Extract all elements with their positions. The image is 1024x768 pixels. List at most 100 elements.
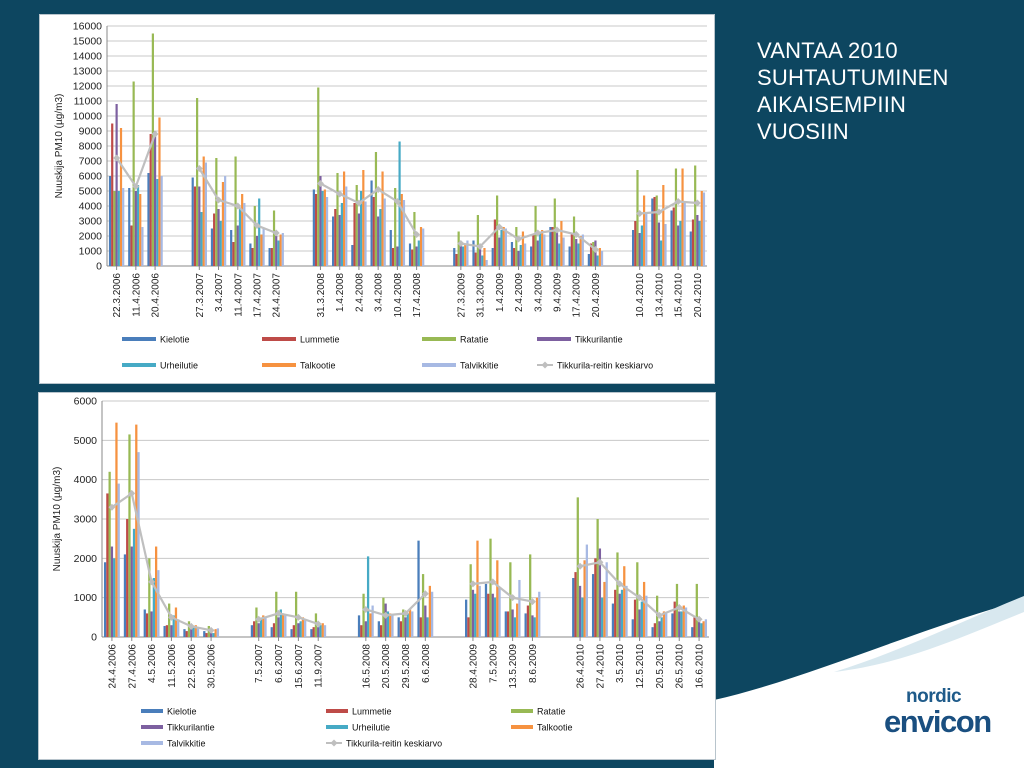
- bar-urheilutie: [279, 609, 282, 637]
- bar-urheilutie: [172, 615, 175, 637]
- bar-kielotie: [524, 613, 527, 637]
- y-tick-label: 2000: [74, 553, 98, 565]
- legend-label: Lummetie: [352, 707, 392, 717]
- bar-lummetie: [570, 234, 573, 266]
- bar-talkootie: [681, 168, 684, 266]
- legend-label: Talkootie: [537, 723, 573, 733]
- bar-kielotie: [377, 621, 380, 637]
- bar-lummetie: [251, 248, 254, 266]
- bar-tikkurilantie: [319, 176, 322, 266]
- bar-ratatie: [255, 607, 258, 637]
- bar-lummetie: [126, 519, 129, 637]
- y-tick-label: 4000: [74, 474, 98, 486]
- bar-lummetie: [253, 621, 256, 637]
- x-tick-label: 6.6.2007: [274, 644, 285, 683]
- bar-talkootie: [541, 230, 544, 266]
- bar-ratatie: [362, 593, 365, 637]
- bar-talkootie: [464, 243, 467, 266]
- title-line-2: SUHTAUTUMINEN: [757, 65, 949, 90]
- bar-ratatie: [572, 216, 576, 266]
- bar-urheilutie: [360, 191, 363, 266]
- bar-lummetie: [493, 219, 497, 266]
- bar-tikkurilantie: [536, 240, 539, 266]
- x-tick-label: 16.5.2008: [361, 644, 372, 689]
- bar-kielotie: [370, 180, 373, 266]
- x-tick-label: 26.4.2010: [576, 644, 587, 689]
- bar-kielotie: [270, 627, 273, 637]
- x-tick-label: 12.5.2010: [635, 644, 646, 689]
- avg-marker: [336, 190, 344, 198]
- bar-talvikkitie: [485, 260, 488, 266]
- bar-talvikkitie: [411, 611, 414, 637]
- bar-talvikkitie: [216, 628, 220, 637]
- bar-kielotie: [491, 248, 494, 266]
- bar-urheilutie: [219, 221, 222, 266]
- bar-tikkurilantie: [594, 240, 597, 266]
- x-tick-label: 8.6.2009: [528, 644, 539, 683]
- avg-line: [111, 491, 212, 632]
- bar-talvikkitie: [581, 234, 584, 266]
- bar-talvikkitie: [402, 200, 406, 266]
- bar-talvikkitie: [117, 483, 120, 637]
- bar-ratatie: [108, 471, 111, 637]
- bar-talkootie: [476, 540, 479, 637]
- bar-lummetie: [672, 207, 675, 266]
- bar-ratatie: [168, 603, 171, 637]
- legend-label: Tikkurilantie: [167, 723, 215, 733]
- bar-talvikkitie: [518, 579, 521, 637]
- bar-lummetie: [232, 242, 235, 266]
- bar-ratatie: [317, 87, 320, 266]
- x-tick-label: 2.4.2009: [514, 273, 525, 312]
- bar-kielotie: [191, 177, 194, 266]
- bar-urheilutie: [513, 617, 517, 637]
- bar-tikkurilantie: [396, 246, 399, 266]
- x-tick-label: 17.4.2007: [253, 273, 264, 318]
- bar-talkootie: [342, 171, 346, 266]
- avg-marker: [148, 578, 156, 586]
- avg-marker: [272, 229, 280, 237]
- bar-lummetie: [411, 249, 414, 266]
- avg-marker: [655, 208, 663, 216]
- bar-kielotie: [651, 627, 654, 637]
- bar-ratatie: [294, 591, 298, 637]
- avg-marker: [316, 180, 324, 187]
- avg-marker: [596, 558, 604, 566]
- x-tick-label: 1.4.2008: [335, 273, 346, 312]
- bar-talvikkitie: [585, 544, 588, 637]
- y-tick-label: 5000: [79, 186, 103, 198]
- bar-lummetie: [149, 134, 152, 266]
- bar-lummetie: [589, 243, 593, 266]
- bar-urheilutie: [698, 221, 701, 266]
- bar-tikkurilantie: [357, 213, 361, 266]
- avg-marker: [515, 235, 523, 243]
- avg-marker: [207, 626, 215, 634]
- y-tick-label: 6000: [74, 396, 98, 408]
- avg-marker: [572, 231, 580, 238]
- x-tick-label: 11.4.2006: [131, 273, 142, 317]
- bar-talvikkitie: [664, 224, 667, 266]
- avg-marker: [167, 613, 175, 621]
- bar-lummetie: [372, 197, 375, 266]
- bar-talvikkitie: [645, 595, 648, 637]
- x-tick-label: 24.4.2007: [272, 273, 283, 318]
- bar-ratatie: [636, 562, 639, 637]
- avg-marker: [674, 198, 682, 205]
- bar-lummetie: [634, 221, 637, 266]
- bar-lummetie: [691, 219, 695, 266]
- bar-talkootie: [502, 227, 505, 266]
- avg-marker: [355, 199, 363, 207]
- bar-talvikkitie: [543, 234, 546, 266]
- bar-tikkurilantie: [491, 593, 494, 637]
- x-tick-label: 26.5.2010: [675, 644, 686, 689]
- bar-urheilutie: [519, 245, 522, 266]
- avg-marker: [402, 609, 409, 617]
- bar-talvikkitie: [224, 176, 227, 266]
- bar-talvikkitie: [160, 176, 163, 266]
- bar-talvikkitie: [323, 625, 327, 637]
- bar-urheilutie: [474, 593, 477, 637]
- bar-urheilutie: [700, 623, 703, 637]
- y-tick-label: 5000: [74, 435, 98, 447]
- avg-marker: [108, 503, 116, 511]
- y-tick-label: 3000: [74, 514, 98, 526]
- bar-ratatie: [196, 98, 199, 266]
